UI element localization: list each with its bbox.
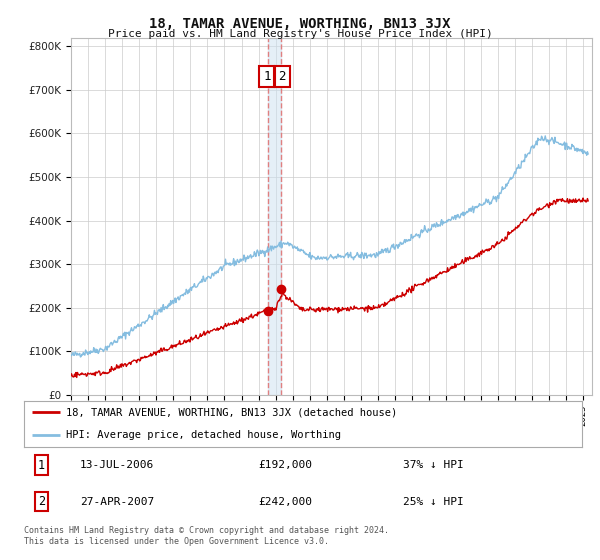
Text: 2: 2 bbox=[278, 70, 286, 83]
Text: HPI: Average price, detached house, Worthing: HPI: Average price, detached house, Wort… bbox=[66, 431, 341, 440]
Text: Contains HM Land Registry data © Crown copyright and database right 2024.
This d: Contains HM Land Registry data © Crown c… bbox=[24, 526, 389, 546]
Text: 25% ↓ HPI: 25% ↓ HPI bbox=[403, 497, 464, 507]
Bar bbox=[268, 38, 281, 395]
Text: 27-APR-2007: 27-APR-2007 bbox=[80, 497, 154, 507]
Text: 18, TAMAR AVENUE, WORTHING, BN13 3JX: 18, TAMAR AVENUE, WORTHING, BN13 3JX bbox=[149, 17, 451, 31]
Text: £242,000: £242,000 bbox=[259, 497, 313, 507]
Text: 1: 1 bbox=[263, 70, 271, 83]
Text: £192,000: £192,000 bbox=[259, 460, 313, 470]
Text: 18, TAMAR AVENUE, WORTHING, BN13 3JX (detached house): 18, TAMAR AVENUE, WORTHING, BN13 3JX (de… bbox=[66, 408, 397, 417]
Text: 37% ↓ HPI: 37% ↓ HPI bbox=[403, 460, 464, 470]
Text: 2: 2 bbox=[38, 495, 45, 508]
Text: Price paid vs. HM Land Registry's House Price Index (HPI): Price paid vs. HM Land Registry's House … bbox=[107, 29, 493, 39]
Text: 1: 1 bbox=[38, 459, 45, 472]
Text: 13-JUL-2006: 13-JUL-2006 bbox=[80, 460, 154, 470]
